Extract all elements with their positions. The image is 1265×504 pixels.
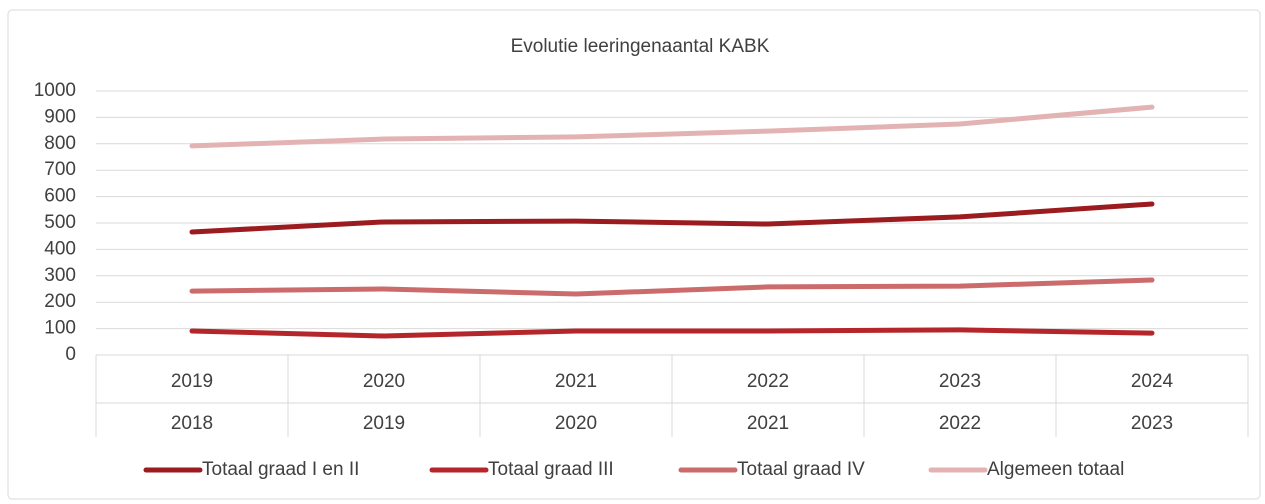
y-tick-label: 600 bbox=[44, 186, 76, 207]
series-line bbox=[189, 277, 1155, 297]
y-tick-label: 0 bbox=[65, 344, 76, 365]
x-tick-label-level2: 2018 bbox=[171, 413, 213, 434]
series-line bbox=[189, 201, 1155, 235]
x-tick-label: 2020 bbox=[363, 371, 405, 392]
x-tick-label: 2024 bbox=[1131, 371, 1174, 392]
x-tick-label-level2: 2022 bbox=[939, 413, 981, 434]
x-tick-label-level2: 2023 bbox=[1131, 413, 1173, 434]
x-tick-label-level2: 2019 bbox=[363, 413, 405, 434]
x-tick-label-level2: 2020 bbox=[555, 413, 597, 434]
x-tick-label: 2019 bbox=[171, 371, 213, 392]
series-line bbox=[189, 327, 1155, 339]
x-tick-label-level2: 2021 bbox=[747, 413, 789, 434]
y-tick-label: 200 bbox=[44, 291, 76, 312]
legend-label: Algemeen totaal bbox=[987, 459, 1124, 480]
chart-title: Evolutie leeringenaantal KABK bbox=[511, 36, 770, 57]
legend-label: Totaal graad IV bbox=[737, 459, 865, 480]
y-tick-label: 800 bbox=[44, 133, 76, 154]
chart-border bbox=[7, 9, 1261, 500]
y-tick-label: 500 bbox=[44, 212, 76, 233]
y-tick-label: 900 bbox=[44, 106, 76, 127]
series-line bbox=[189, 104, 1155, 149]
y-tick-label: 700 bbox=[44, 159, 76, 180]
legend-label: Totaal graad I en II bbox=[202, 459, 359, 480]
y-tick-label: 300 bbox=[44, 265, 76, 286]
legend-label: Totaal graad III bbox=[488, 459, 614, 480]
x-tick-label: 2022 bbox=[747, 371, 789, 392]
x-tick-label: 2023 bbox=[939, 371, 981, 392]
x-tick-label: 2021 bbox=[555, 371, 597, 392]
y-tick-label: 1000 bbox=[34, 80, 76, 101]
y-tick-label: 400 bbox=[44, 238, 76, 259]
y-tick-label: 100 bbox=[44, 318, 76, 339]
